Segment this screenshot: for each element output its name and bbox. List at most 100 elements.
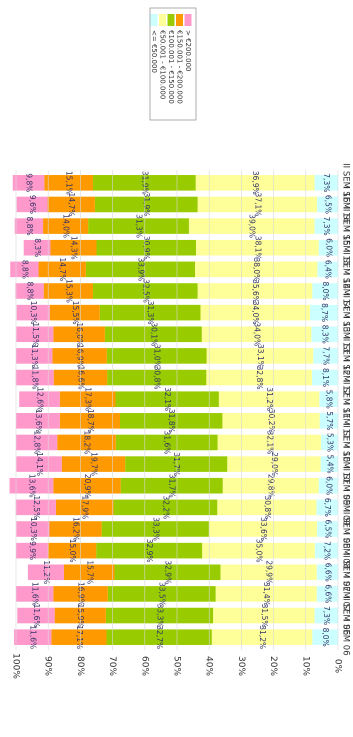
bar-segment — [88, 218, 189, 234]
data-label: 11,6% — [32, 604, 41, 628]
category-label: I SEM 06 — [341, 619, 351, 656]
data-label: 17,3% — [84, 387, 93, 411]
data-label: 6,5% — [324, 195, 333, 214]
bar-segment — [50, 239, 97, 256]
bar-segment — [215, 586, 317, 602]
bar-segment — [53, 477, 121, 494]
bar-segment — [19, 391, 60, 407]
bar-segment — [104, 326, 202, 343]
value-tick-label: 80% — [75, 656, 85, 676]
bar-segment — [16, 542, 48, 559]
data-label: 11,8% — [31, 366, 40, 390]
data-label: 19,7% — [89, 452, 98, 476]
data-label: 13,6% — [34, 409, 43, 433]
data-label: 16,0% — [75, 322, 84, 346]
value-tick-label: 40% — [204, 656, 214, 676]
bar-segment — [311, 369, 338, 386]
bar-segment — [16, 456, 62, 472]
data-label: 33,6% — [259, 517, 268, 541]
category-label: I SEM 10 — [341, 446, 351, 483]
data-label: 6,6% — [323, 584, 332, 603]
bar-segment — [320, 434, 338, 451]
data-label: 32,7% — [155, 625, 164, 649]
bar-segment — [16, 304, 50, 321]
bar-segment — [44, 175, 93, 191]
category-label: I SEM 07 — [341, 575, 351, 612]
bar-segment — [47, 542, 97, 559]
data-label: 32,2% — [161, 495, 170, 519]
bar-segment — [49, 304, 100, 321]
legend-swatch — [150, 14, 158, 26]
bar-segment — [314, 542, 338, 559]
data-label: 32,9% — [145, 539, 154, 563]
data-label: 15,7% — [85, 560, 94, 584]
plot-area: 8,0% 31,2% 32,7% 17,1% 11,6% 7,3% 31,5% 33,3% 15… — [9, 171, 338, 649]
bar-segment — [92, 283, 198, 299]
bar-segment — [227, 456, 321, 472]
data-label: 33,1% — [256, 344, 265, 368]
data-label: 30,1% — [149, 322, 158, 346]
bar-segment — [125, 456, 228, 472]
category-label: II SEM 07 — [341, 553, 351, 592]
bar-segment — [195, 175, 315, 191]
bar-segment — [218, 391, 320, 407]
legend-entry-label: €100.001 - €150.000 — [167, 30, 175, 104]
bar-segment — [202, 542, 315, 559]
legend-swatch — [167, 14, 175, 26]
data-label: 9,8% — [25, 173, 34, 192]
data-label: 10,3% — [29, 517, 38, 541]
bar-segment — [59, 391, 116, 407]
category-label: I SEM 14 — [341, 273, 351, 310]
bar-segment — [57, 434, 116, 451]
data-label: 31,2% — [265, 387, 274, 411]
bar-segment — [15, 369, 54, 386]
data-label: 7,7% — [322, 346, 331, 365]
data-label: 31,7% — [168, 474, 177, 498]
bar-segment — [27, 564, 64, 581]
bar-segment — [53, 326, 105, 343]
bar-segment — [101, 521, 209, 537]
value-tick-label: 100% — [11, 653, 21, 679]
data-label: 11,3% — [30, 344, 39, 368]
bar-segment — [206, 348, 314, 364]
bar-segment — [63, 564, 115, 581]
data-label: 6,0% — [324, 476, 333, 495]
data-label: 34,0% — [253, 322, 262, 346]
bar-segment — [319, 391, 338, 407]
data-label: 5,4% — [325, 455, 334, 474]
data-label: 33,9% — [136, 257, 145, 281]
legend-swatch — [184, 14, 192, 26]
bar-segment — [61, 456, 126, 472]
bar-segment — [14, 629, 52, 645]
data-label: 32,9% — [164, 560, 173, 584]
data-label: 32,8% — [255, 366, 264, 390]
bar-segment — [220, 564, 317, 581]
data-label: 8,0% — [321, 281, 330, 300]
data-label: 34,0% — [251, 301, 260, 325]
data-label: 36,9% — [251, 171, 260, 195]
data-label: 6,4% — [324, 260, 333, 279]
category-label: I SEM 15 — [341, 229, 351, 266]
bar-segment — [96, 542, 203, 559]
category-label: II SEM 16 — [341, 163, 351, 202]
data-label: 17,9% — [81, 495, 90, 519]
data-label: 15,1% — [65, 171, 74, 195]
data-label: 31,3% — [146, 301, 155, 325]
bar-segment — [23, 239, 51, 256]
bar-segment — [106, 629, 212, 645]
bar-segment — [51, 629, 107, 645]
bar-segment — [99, 304, 201, 321]
data-label: 29,9% — [265, 560, 274, 584]
value-tick-label: 10% — [300, 656, 310, 676]
bar-segment — [107, 369, 207, 386]
data-label: 12,6% — [36, 387, 45, 411]
data-label: 18,7% — [86, 409, 95, 433]
data-label: 35,0% — [254, 539, 263, 563]
bar-segment — [197, 196, 318, 213]
data-label: 31,9% — [142, 193, 151, 217]
bar-segment — [9, 477, 54, 494]
bar-segment — [201, 326, 312, 343]
data-label: 38,1% — [253, 236, 262, 260]
